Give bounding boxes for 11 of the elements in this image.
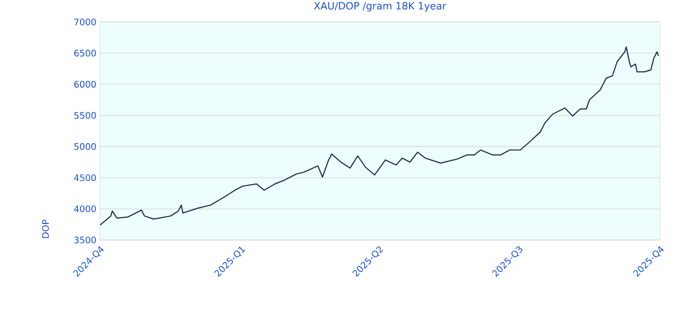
line-series	[100, 46, 660, 226]
y-tick-label: 7000	[74, 18, 96, 26]
y-tick-label: 4500	[74, 174, 96, 182]
y-axis-title: DOP	[42, 220, 49, 238]
y-tick-label: 4000	[74, 205, 96, 212]
y-tick-label: 5000	[74, 143, 96, 150]
y-tick-label: 3500	[74, 236, 96, 244]
y-tick-label: 6500	[74, 50, 96, 57]
chart-title: XAU/DOP /gram 18K 1year	[314, 2, 446, 12]
y-tick-label: 5500	[74, 112, 96, 119]
y-tick-label: 6000	[74, 80, 96, 88]
